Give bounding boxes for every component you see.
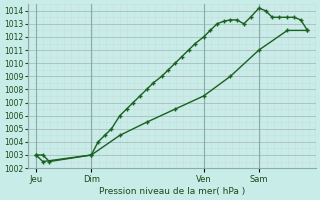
X-axis label: Pression niveau de la mer( hPa ): Pression niveau de la mer( hPa ) (99, 187, 245, 196)
